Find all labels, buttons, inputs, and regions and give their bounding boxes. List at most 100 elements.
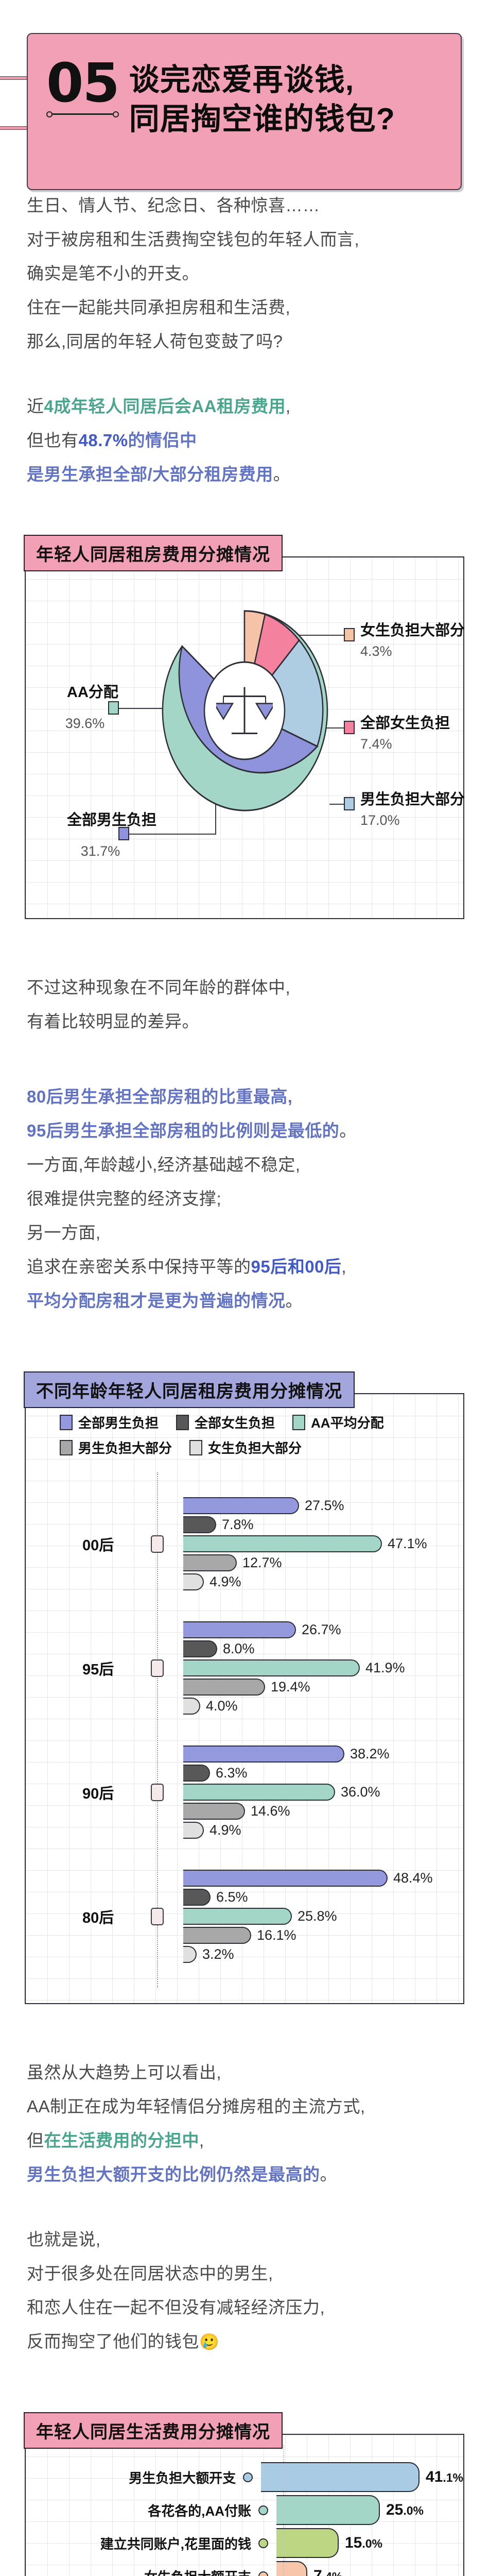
callout-boyall-name: 全部男生负担 <box>67 812 157 828</box>
chart2-axis <box>157 1472 158 1988</box>
bar-row: 8.0% <box>26 1640 463 1657</box>
h1-post: , <box>286 397 291 416</box>
bar-80-boymost <box>183 1927 251 1944</box>
legend-swatch-boy-most <box>60 1439 73 1455</box>
intro-line-5: 住在一起能共同承担房租和生活费, <box>27 298 291 317</box>
chart3-title: 年轻人同居生活费用分摊情况 <box>24 2412 283 2449</box>
swatch-girlmost <box>344 628 355 641</box>
leader-line-boymost <box>329 804 354 805</box>
bar-row: 6.3% <box>26 1765 463 1782</box>
bar-val: 19.4% <box>271 1679 310 1694</box>
leader-line-boyall-h <box>129 834 216 835</box>
legend-label-girl-all: 全部女生负担 <box>195 1415 275 1431</box>
legend-swatch-aa <box>292 1414 306 1430</box>
bar-00-aa <box>183 1535 382 1552</box>
intro-line-6: 那么,同居的年轻人荷包变鼓了吗? <box>27 332 283 351</box>
bar-row: 19.4% <box>26 1679 463 1696</box>
tail-line-2: AA制正在成为年轻情侣分摊房租的主流方式, <box>27 2097 365 2116</box>
funnel-val-int: 7 <box>313 2567 322 2576</box>
h2-l7: 平均分配房租才是更为普遍的情况 <box>27 1291 286 1310</box>
funnel-row: 女生负担大额开支 7.4% <box>26 2560 463 2576</box>
bar-95-aa <box>183 1659 360 1676</box>
legend-item-girl-most[interactable]: 女生负担大部分 <box>189 1438 302 1457</box>
bar-95-girlmost <box>183 1698 200 1715</box>
tail-line-8: 反而掏空了他们的钱包🥲 <box>27 2325 462 2359</box>
funnel-bar-girl-major <box>276 2561 307 2576</box>
bar-val: 4.9% <box>209 1574 241 1589</box>
legend-item-aa[interactable]: AA平均分配 <box>292 1413 384 1432</box>
h1-l2-stat: 48.7% <box>78 431 128 450</box>
bar-val: 8.0% <box>223 1641 255 1656</box>
callout-girlmost: 女生负担大部分 4.3% <box>360 618 465 659</box>
callout-boymost: 男生负担大部分 17.0% <box>360 787 465 828</box>
chart1-plot: AA分配 39.6% 女生负担大部分 4.3% 全部女生负担 7.4% 男生负担… <box>26 557 465 918</box>
section-header: 05 谈完恋爱再谈钱, 同居掏空谁的钱包? <box>0 0 489 190</box>
legend-item-boy-most[interactable]: 男生负担大部分 <box>60 1438 172 1457</box>
legend-swatch-boy-all <box>60 1414 73 1430</box>
bar-00-girlall <box>183 1516 216 1533</box>
tail-line-1: 虽然从大趋势上可以看出, <box>27 2063 222 2082</box>
bar-val: 16.1% <box>257 1927 296 1943</box>
chart2-title: 不同年龄年轻人同居租房费用分摊情况 <box>24 1371 355 1408</box>
h2-l6-blue: 95后和00后 <box>251 1257 342 1276</box>
balance-scale-icon <box>213 682 276 742</box>
tail-line-7: 和恋人住在一起不但没有减轻经济压力, <box>27 2298 325 2317</box>
funnel-val-int: 15 <box>345 2534 362 2551</box>
bar-val: 25.8% <box>298 1908 337 1924</box>
legend-label-girl-most: 女生负担大部分 <box>208 1440 302 1456</box>
funnel-bar-boy-major <box>261 2462 420 2492</box>
bar-group-00: 00后 27.5% 7.8% 47.1% 12.7% 4.9% <box>26 1482 463 1606</box>
tail-line-6: 对于很多处在同居状态中的男生, <box>27 2264 273 2283</box>
mid-line-2: 有着比较明显的差异。 <box>27 1012 199 1031</box>
h2-line-6: 追求在亲密关系中保持平等的95后和00后, <box>27 1250 462 1284</box>
h2-line-7: 平均分配房租才是更为普遍的情况。 <box>27 1284 462 1318</box>
tail-paragraph: 虽然从大趋势上可以看出, AA制正在成为年轻情侣分摊房租的主流方式, 但在生活费… <box>0 2056 489 2192</box>
bar-val: 26.7% <box>302 1622 341 1637</box>
chart1-title: 年轻人同居租房费用分摊情况 <box>24 535 283 571</box>
bar-group-95-label: 95后 <box>82 1661 114 1678</box>
funnel-dot-boy-major <box>243 2472 253 2482</box>
h2-line-2: 95后男生承担全部房租的比例则是最低的。 <box>27 1114 462 1148</box>
legend-label-aa: AA平均分配 <box>311 1415 384 1431</box>
callout-girlmost-val: 4.3% <box>360 643 392 659</box>
swatch-girlall <box>344 721 355 734</box>
funnel-val-frac: .0% <box>362 2537 383 2550</box>
highlight1-line-2: 但也有48.7%的情侣中 <box>27 423 462 457</box>
bar-90-girlall <box>183 1765 210 1782</box>
bar-95-boyall <box>183 1621 296 1638</box>
h2-line-4: 很难提供完整的经济支撑; <box>27 1189 222 1208</box>
funnel-val-boy-major: 41.1% <box>426 2468 463 2486</box>
bar-group-80-label: 80后 <box>82 1909 114 1926</box>
bar-80-girlmost <box>183 1946 197 1963</box>
bar-90-boyall <box>183 1745 344 1762</box>
tail-l3-green: 在生活费用的分担中 <box>44 2131 199 2150</box>
h2-l6-pre: 追求在亲密关系中保持平等的 <box>27 1257 251 1276</box>
h2-l7-post: 。 <box>285 1291 303 1310</box>
legend-item-girl-all[interactable]: 全部女生负担 <box>176 1413 275 1432</box>
funnel-label-aa: 各花各的,AA付账 <box>148 2503 251 2519</box>
bar-val: 38.2% <box>350 1746 390 1761</box>
funnel-dot-girl-major <box>258 2571 268 2576</box>
funnel-val-int: 25 <box>386 2501 404 2518</box>
chart-card-rent-split: 年轻人同居租房费用分摊情况 AA分配 39.6% 女 <box>24 535 465 919</box>
h2-l6-post: , <box>341 1257 347 1276</box>
chart-card-life-split: 年轻人同居生活费用分摊情况 男生负担大额开支 41.1% 各花各的,AA付账 2… <box>24 2412 464 2576</box>
h1-l3: 是男生承担全部/大部分租房费用 <box>27 465 273 484</box>
callout-boyall-value: 31.7% <box>72 840 129 859</box>
leader-line-girlmost-h <box>290 635 354 636</box>
callout-aa-val: 39.6% <box>65 716 105 731</box>
underline-dot-right <box>112 111 119 117</box>
callout-boymost-name: 男生负担大部分 <box>360 791 465 808</box>
bar-val: 48.4% <box>393 1870 433 1886</box>
h2-l2: 95后男生承担全部房租的比例则是最低的 <box>27 1121 340 1140</box>
bar-val: 6.5% <box>216 1889 248 1905</box>
legend-item-boy-all[interactable]: 全部男生负担 <box>60 1413 159 1432</box>
underline-line <box>53 113 113 115</box>
leader-line-boyall-v <box>215 794 216 835</box>
h1-pre: 近 <box>27 397 44 416</box>
page-title-line2: 同居掏空谁的钱包? <box>129 101 395 136</box>
funnel-val-girl-major: 7.4% <box>313 2567 342 2576</box>
callout-aa: AA分配 <box>67 680 118 702</box>
callout-girlall: 全部女生负担 7.4% <box>360 711 450 752</box>
